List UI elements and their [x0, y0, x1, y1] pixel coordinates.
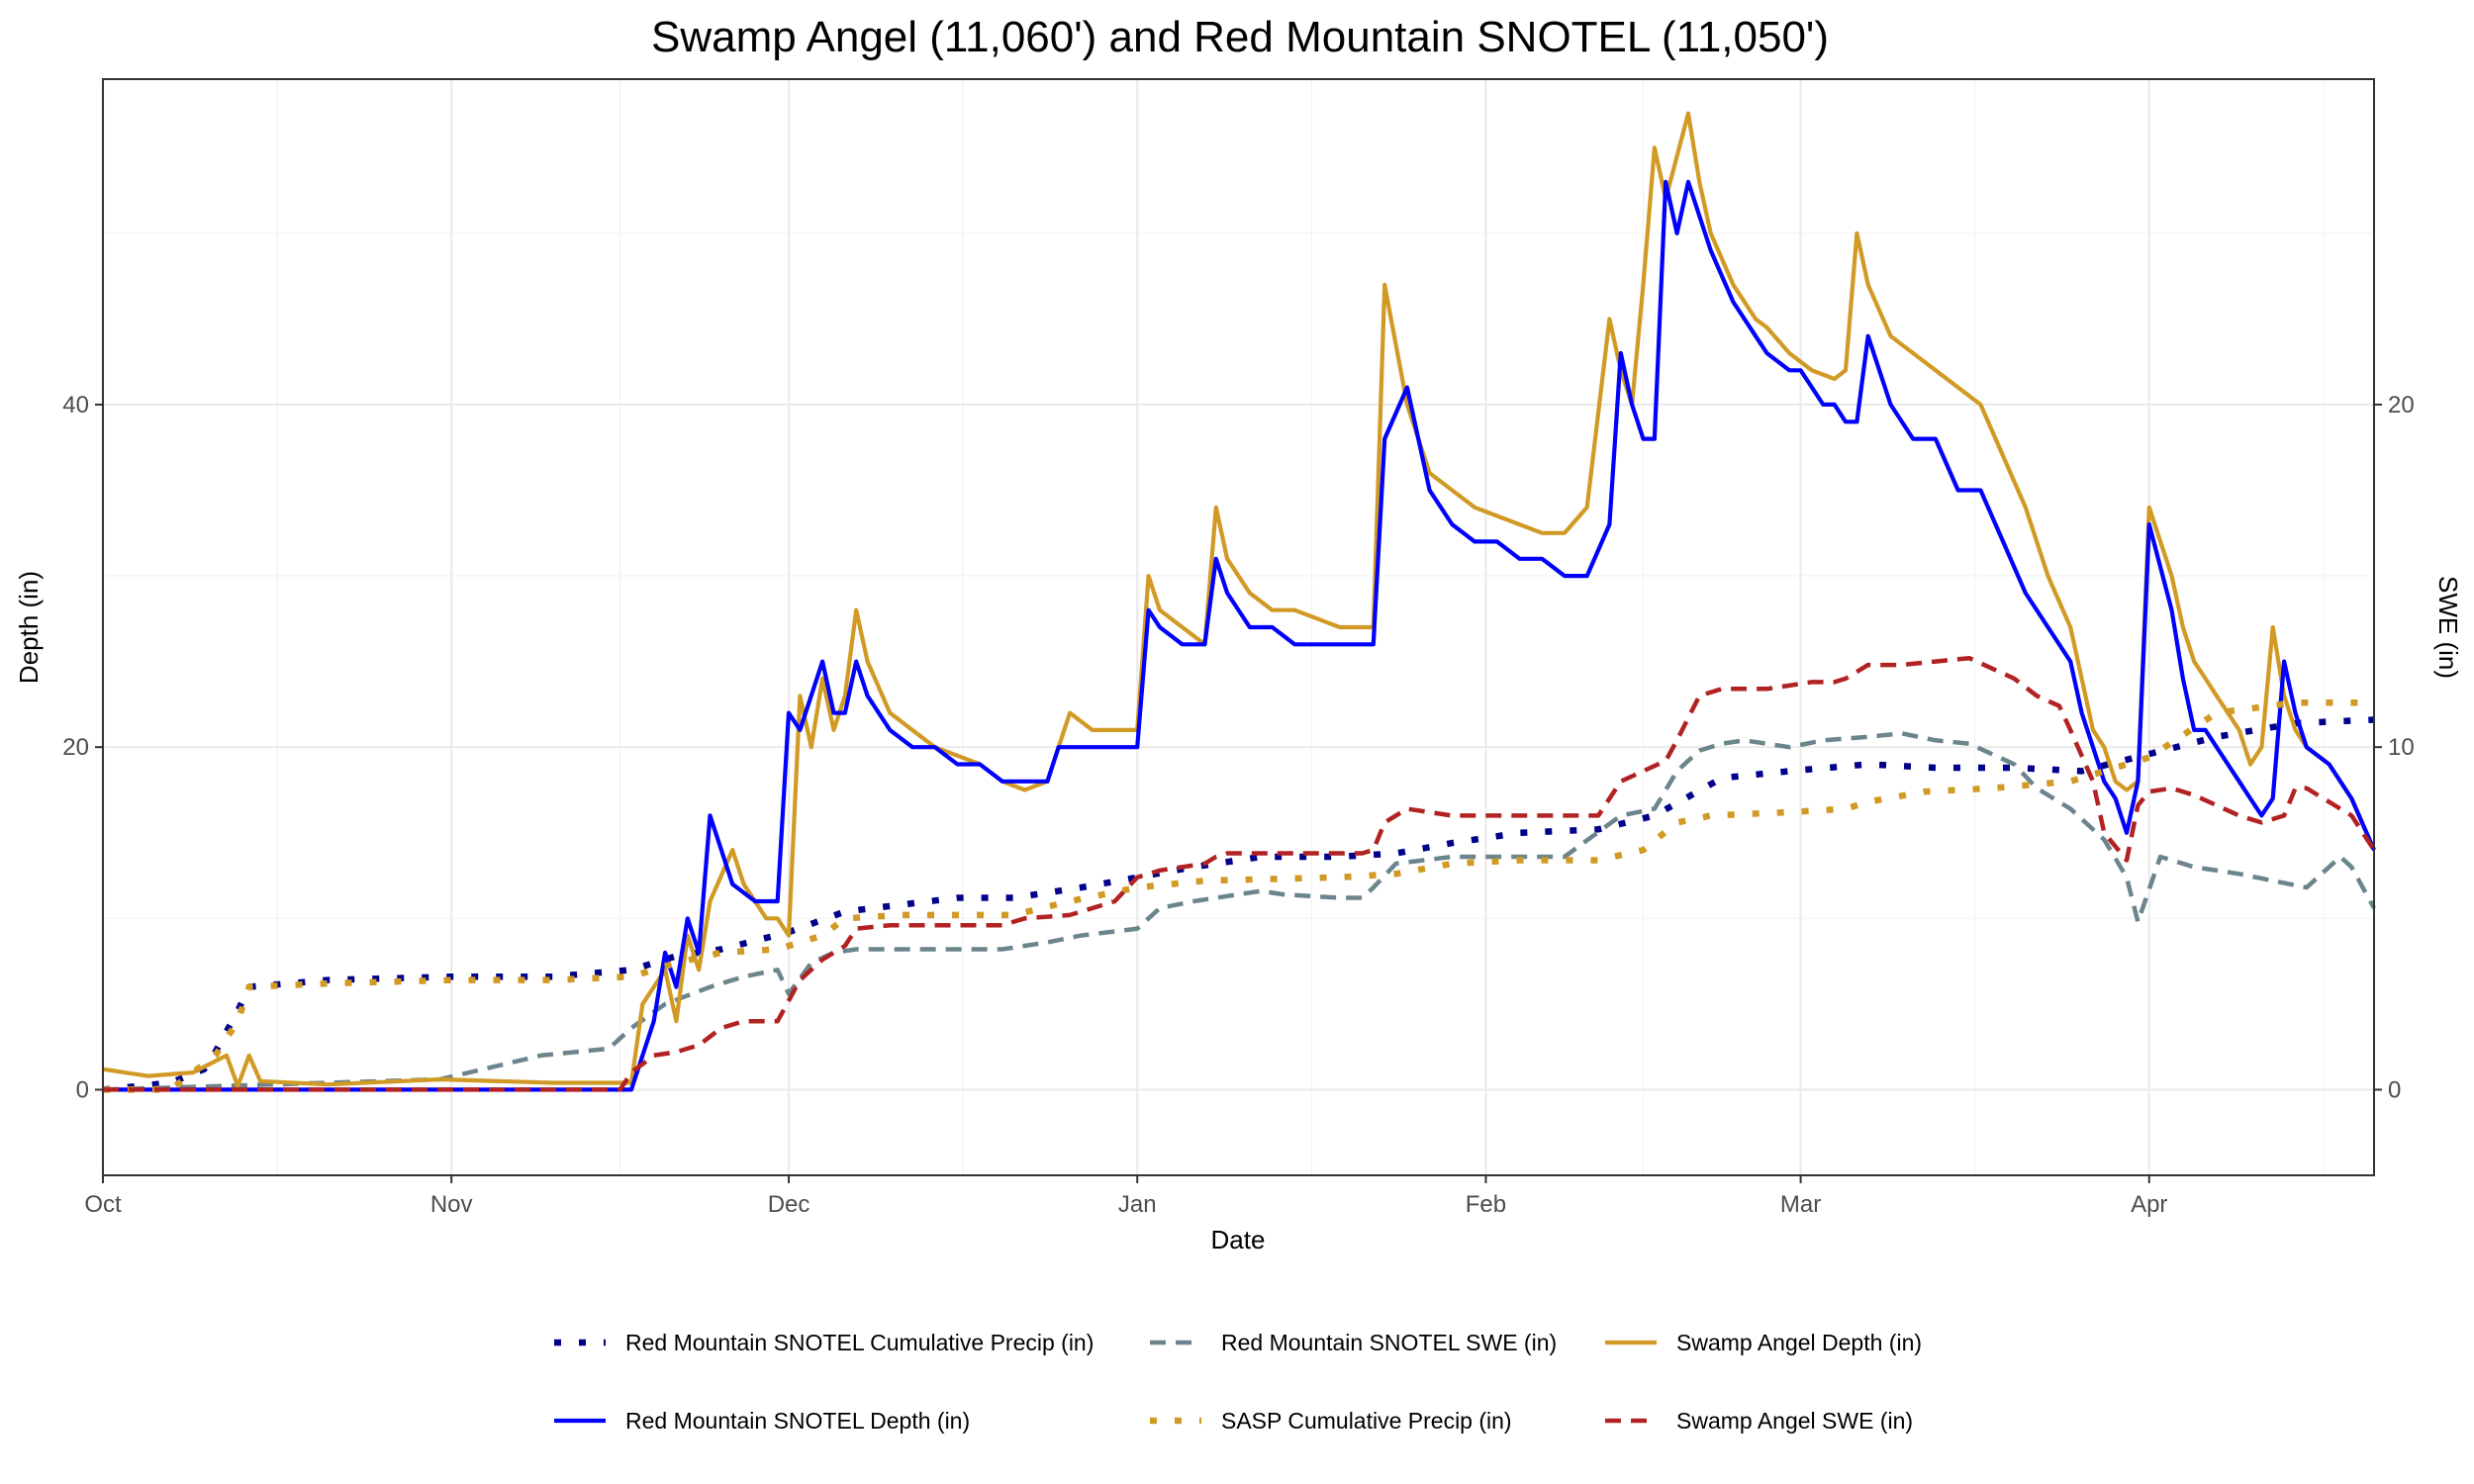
- series-line: [103, 179, 2376, 1092]
- y-right-tick-label: 10: [2388, 734, 2415, 761]
- y-axis-right-title: SWE (in): [2433, 576, 2463, 679]
- y-axis-right: 0 10 20: [2374, 392, 2415, 1103]
- y-left-tick-label: 20: [62, 734, 89, 761]
- x-axis: Oct Nov Dec Jan Feb Mar Apr: [84, 1175, 2167, 1218]
- x-tick-label: Dec: [768, 1191, 810, 1218]
- y-right-tick-label: 20: [2388, 392, 2415, 418]
- chart-title: Swamp Angel (11,060') and Red Mountain S…: [651, 13, 1829, 61]
- x-tick-label: Mar: [1780, 1191, 1821, 1218]
- series-line: [102, 111, 2376, 1089]
- x-tick-label: Oct: [84, 1191, 122, 1218]
- x-tick-label: Feb: [1466, 1191, 1506, 1218]
- series-layer: [102, 111, 2376, 1093]
- x-tick-label: Apr: [2131, 1191, 2167, 1218]
- legend-label: Swamp Angel Depth (in): [1676, 1330, 1922, 1355]
- series-line: [103, 698, 2374, 1093]
- y-axis-left-title: Depth (in): [14, 571, 44, 684]
- y-axis-left: 0 20 40: [62, 392, 103, 1103]
- legend-label: Red Mountain SNOTEL Depth (in): [625, 1408, 970, 1434]
- legend-label: Red Mountain SNOTEL SWE (in): [1221, 1330, 1557, 1355]
- x-tick-label: Jan: [1118, 1191, 1157, 1218]
- y-left-tick-label: 40: [62, 392, 89, 418]
- legend-label: Red Mountain SNOTEL Cumulative Precip (i…: [625, 1330, 1094, 1355]
- x-tick-label: Nov: [430, 1191, 473, 1218]
- legend-label: SASP Cumulative Precip (in): [1221, 1408, 1512, 1434]
- legend-label: Swamp Angel SWE (in): [1676, 1408, 1913, 1434]
- y-right-tick-label: 0: [2388, 1076, 2401, 1103]
- series-line: [102, 716, 2375, 1093]
- x-axis-title: Date: [1211, 1225, 1266, 1254]
- y-left-tick-label: 0: [76, 1076, 89, 1103]
- legend: Red Mountain SNOTEL Cumulative Precip (i…: [554, 1330, 1922, 1434]
- plot-border: [102, 78, 2375, 1176]
- plot-background: [103, 79, 2374, 1175]
- series-line: [103, 655, 2376, 1092]
